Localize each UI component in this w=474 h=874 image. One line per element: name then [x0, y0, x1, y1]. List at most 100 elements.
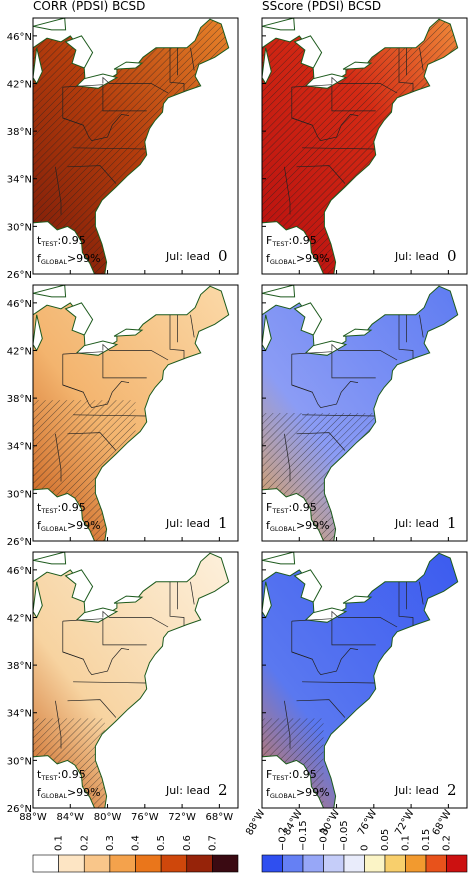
state-border [296, 699, 346, 718]
state-border [338, 83, 398, 94]
lat-label: 38°N [7, 394, 32, 405]
lake-outline [261, 17, 296, 31]
value: :0.95 [58, 768, 86, 781]
lat-label: 34°N [7, 175, 32, 186]
colorbar-cell [109, 854, 136, 873]
lake-outline [293, 302, 323, 336]
state-border [62, 87, 84, 126]
state-border [398, 314, 414, 359]
state-border [62, 351, 147, 379]
colorbar-cell [384, 854, 406, 873]
lake-outline [32, 17, 67, 31]
state-border [169, 47, 185, 92]
annotation: fGLOBAL>99% [266, 252, 330, 266]
symbol: f [266, 252, 271, 265]
state-border [291, 354, 313, 393]
lake-outline [64, 302, 94, 336]
lake-outline [304, 340, 348, 356]
state-border [291, 621, 313, 660]
colorbar-label: 0.3 [105, 835, 116, 851]
lake-outline [64, 569, 94, 603]
annotation: fGLOBAL>99% [37, 786, 101, 800]
state-border [291, 648, 359, 675]
annotation: FTEST:0.95 [266, 234, 317, 248]
lat-label: 46°N [7, 32, 32, 43]
lon-label: 88°W [19, 812, 47, 823]
state-border [62, 84, 147, 112]
state-border [169, 314, 185, 359]
panel-frame [261, 284, 468, 542]
colorbar-cell [282, 854, 304, 873]
colorbar-label: 0.7 [207, 835, 218, 851]
panel-frame [32, 551, 239, 809]
lon-label: 72°W [393, 808, 416, 838]
panel-frame [32, 17, 239, 275]
lake-outline [75, 607, 119, 623]
lake-outline [113, 328, 144, 337]
annotation: tTEST:0.95 [37, 768, 86, 782]
lake-outline [32, 551, 67, 565]
state-border [73, 147, 146, 150]
colorbar-cell [323, 854, 345, 873]
lead-label: Jul: lead [394, 517, 439, 530]
annotation: fGLOBAL>99% [266, 519, 330, 533]
state-border [291, 351, 376, 379]
lead-number: 1 [218, 514, 228, 532]
coastline [32, 552, 230, 809]
colorbar-label: −0.15 [298, 820, 309, 851]
subscript: GLOBAL [41, 525, 67, 533]
lead-number: 0 [218, 247, 228, 265]
lake-outline [342, 61, 373, 70]
subscript: GLOBAL [270, 525, 296, 533]
lon-label: 76°W [131, 812, 159, 823]
lat-label: 42°N [7, 346, 32, 357]
colorbar-cell [32, 854, 59, 873]
lat-label: 42°N [7, 613, 32, 624]
panel-frame [261, 551, 468, 809]
annotation: FTEST:0.95 [266, 768, 317, 782]
value: :0.95 [289, 768, 317, 781]
state-border [62, 114, 130, 141]
state-border [338, 350, 398, 361]
state-border [62, 618, 147, 646]
state-border [102, 76, 110, 84]
value: >99% [296, 786, 330, 799]
state-border [302, 681, 375, 684]
state-border [62, 621, 84, 660]
symbol: f [266, 786, 271, 799]
colorbar-cell [446, 854, 468, 873]
value: >99% [296, 252, 330, 265]
symbol: t [37, 234, 42, 247]
state-border [291, 618, 376, 646]
symbol: F [266, 234, 272, 247]
subscript: TEST [271, 774, 288, 782]
state-border [291, 114, 359, 141]
lon-label: 76°W [356, 808, 379, 838]
state-border [62, 354, 84, 393]
column-title: SScore (PDSI) BCSD [262, 0, 381, 13]
panel-frame [32, 284, 239, 542]
subscript: GLOBAL [270, 258, 296, 266]
colorbar-label: 0.5 [156, 835, 167, 851]
lat-label: 30°N [7, 756, 32, 767]
lake-outline [64, 35, 94, 69]
colorbar-cell [160, 854, 188, 873]
lake-outline [75, 73, 119, 89]
colorbar-cell [302, 854, 324, 873]
map-panel: tTEST:0.95 fGLOBAL>99% Jul: lead 1 46°N 42°N 3… [7, 284, 239, 548]
colorbar-cell [212, 854, 239, 873]
lake-outline [293, 35, 323, 69]
lake-outline [293, 569, 323, 603]
lake-outline [342, 328, 373, 337]
colorbar-label: 0 [360, 845, 371, 851]
state-border [296, 165, 346, 184]
lat-label: 30°N [7, 489, 32, 500]
colorbar-label: −0.2 [278, 827, 289, 851]
colorbar-label: 0.2 [79, 835, 90, 851]
symbol: F [266, 501, 272, 514]
lat-label: 42°N [7, 79, 32, 90]
panel-frame [261, 17, 468, 275]
colorbar-label: −0.1 [319, 827, 330, 851]
coastline [32, 285, 230, 542]
